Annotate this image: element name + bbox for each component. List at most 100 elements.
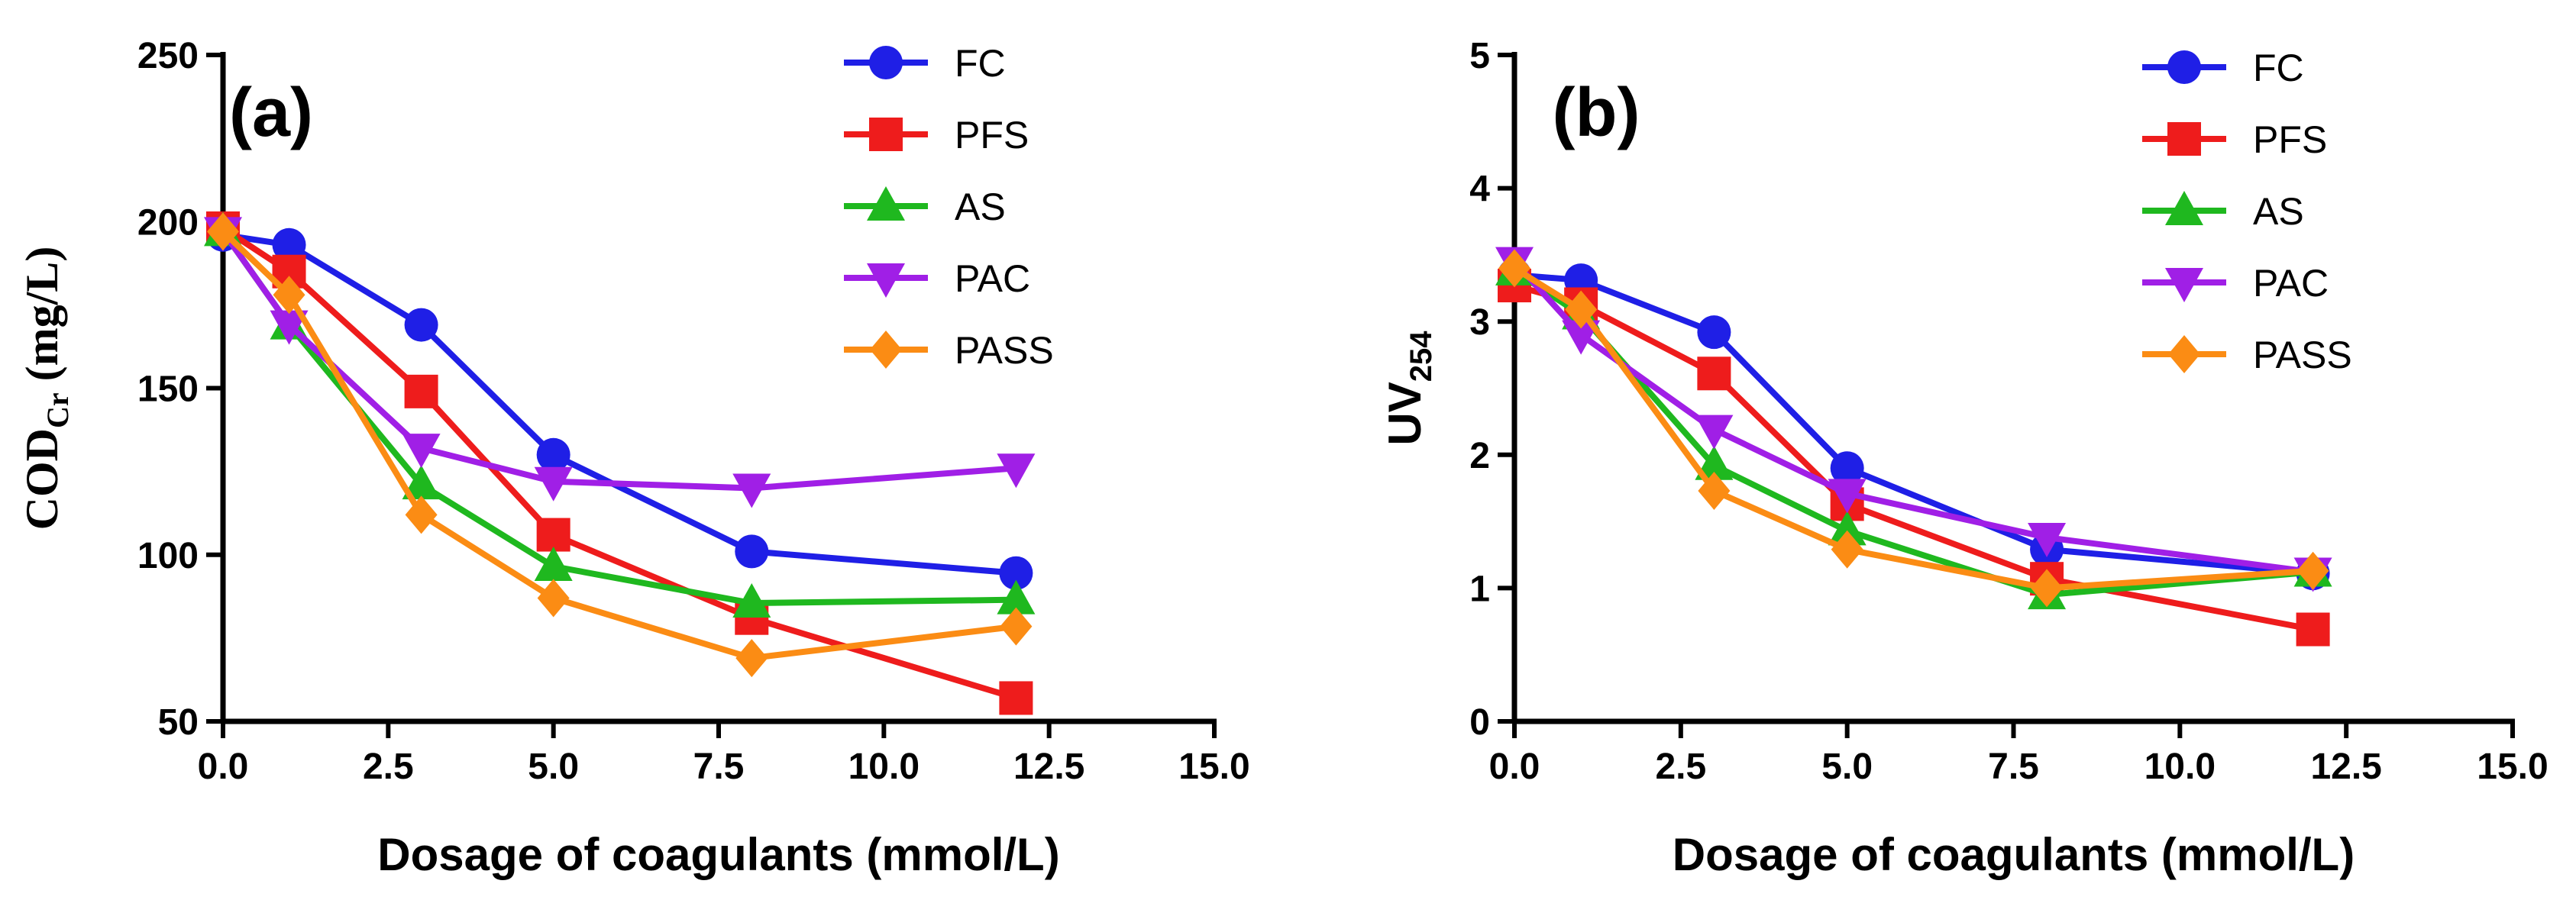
panel-label-b: (b) [1553,75,1640,151]
legend-label-pac: PAC [955,257,1030,300]
legend-label-pass: PASS [2253,334,2352,376]
marker-pac-point-3 [534,466,573,502]
marker-fc-point-2 [404,308,438,342]
legend-item-pfs: PFS [2142,118,2327,161]
legend-as-legend-marker [2165,191,2203,225]
marker-pass-point-5 [2296,551,2329,590]
legend-pass-legend-marker [2168,335,2200,373]
x-tick-label-a: 10.0 [848,747,920,787]
x-tick-label-b: 10.0 [2145,747,2216,787]
marker-pass-point-4 [2031,569,2064,608]
y-tick-label-a: 200 [137,202,199,243]
y-tick-label-b: 4 [1469,169,1490,210]
legend-pac-legend-marker [2165,268,2203,302]
marker-as-point-3 [534,547,573,582]
y-tick-label-a: 150 [137,369,199,410]
y-tick-label-b: 5 [1469,36,1490,76]
marker-fc-point-3 [1830,451,1864,485]
marker-pass-point-3 [537,579,570,618]
marker-pass-point-0 [207,212,239,251]
legend-pass-legend-marker [870,331,902,369]
marker-pass-point-4 [735,639,768,678]
legend-a: FC PFS AS PAC PASS [844,42,1054,372]
y-tick-label-b: 0 [1469,702,1490,743]
x-tick-label-b: 2.5 [1655,747,1706,787]
legend-b: FC PFS AS PAC PASS [2142,47,2352,376]
marker-fc-point-1 [272,227,306,262]
marker-as-point-2 [402,465,441,500]
marker-fc-point-4 [735,534,769,569]
marker-pass-point-2 [405,495,438,534]
y-tick-label-b: 3 [1469,302,1490,343]
y-tick-label-b: 2 [1469,436,1490,476]
marker-fc-point-5 [999,556,1033,590]
legend-label-as: AS [955,185,1006,228]
marker-pfs-point-2 [404,374,438,408]
legend-item-pfs: PFS [844,114,1029,156]
x-tick-label-a: 5.0 [528,747,579,787]
legend-label-fc: FC [2253,47,2304,89]
legend-item-as: AS [2142,190,2304,233]
series-pac-a [204,217,1036,508]
x-tick-label-a: 2.5 [363,747,414,787]
x-tick-label-b: 0.0 [1489,747,1540,787]
marker-pass-point-2 [1698,471,1731,510]
marker-pac-point-1 [1562,320,1601,355]
marker-pass-point-0 [1498,249,1530,288]
legend-item-as: AS [844,185,1006,228]
x-tick-label-a: 0.0 [198,747,249,787]
marker-fc-point-2 [1697,315,1731,350]
legend-pac-legend-marker [867,263,905,298]
series-line-pass [1512,265,2313,592]
marker-pac-point-3 [1828,479,1867,514]
x-axis-title-a: Dosage of coagulants (mmol/L) [377,829,1059,880]
chart-panel-a: 50 100 150 200 250 0.0 2.5 5.0 7.5 10.0 12.5 15.0 Do… [17,36,1250,880]
legend-label-pfs: PFS [2253,118,2327,161]
legend-label-pass: PASS [955,329,1054,372]
legend-item-pac: PAC [844,257,1030,300]
marker-pac-point-2 [1695,415,1734,450]
y-tick-label-a: 100 [137,536,199,576]
series-pass-a [207,212,1033,678]
marker-pac-point-1 [270,310,309,345]
marker-as-point-5 [997,579,1036,615]
panel-label-a: (a) [229,75,313,151]
legend-label-fc: FC [955,42,1006,85]
legend-item-fc: FC [844,42,1006,85]
y-axis-title-a: CODCr (mg/L) [17,247,75,531]
legend-label-pac: PAC [2253,262,2329,305]
x-tick-label-b: 12.5 [2310,747,2381,787]
legend-item-pass: PASS [844,329,1054,372]
x-tick-label-b: 5.0 [1821,747,1873,787]
legend-item-fc: FC [2142,47,2304,89]
marker-as-point-2 [1695,445,1734,480]
chart-panel-b: 0 1 2 3 4 5 0.0 2.5 5.0 7.5 10.0 12.5 15.0 Dosage of … [1379,36,2549,880]
legend-fc-legend-marker [869,46,903,79]
legend-label-pfs: PFS [955,114,1029,156]
legend-item-pac: PAC [2142,262,2329,305]
series-pass-b [1498,249,2329,608]
legend-pfs-legend-marker [869,118,903,151]
marker-pfs-point-5 [2296,612,2330,647]
y-tick-label-a: 50 [158,702,199,743]
marker-pac-point-4 [2028,523,2067,558]
marker-fc-point-3 [536,437,570,472]
legend-item-pass: PASS [2142,334,2352,376]
series-line-pass [221,229,1017,662]
marker-pfs-point-2 [1697,356,1731,391]
y-axis-title-b: UV254 [1379,331,1438,446]
marker-pass-point-3 [1831,530,1863,569]
marker-pass-point-1 [273,276,305,315]
marker-as-point-3 [1828,511,1867,546]
marker-pass-point-5 [1000,607,1033,646]
x-tick-label-a: 15.0 [1178,747,1249,787]
legend-fc-legend-marker [2167,50,2201,84]
marker-pass-point-1 [1565,290,1598,329]
x-tick-label-a: 12.5 [1013,747,1084,787]
y-tick-label-b: 1 [1469,569,1490,609]
legend-pfs-legend-marker [2167,122,2201,156]
marker-pfs-point-5 [999,681,1033,715]
x-axis-title-b: Dosage of coagulants (mmol/L) [1673,829,2355,880]
marker-pac-point-2 [402,434,441,469]
marker-pac-point-4 [732,473,771,508]
